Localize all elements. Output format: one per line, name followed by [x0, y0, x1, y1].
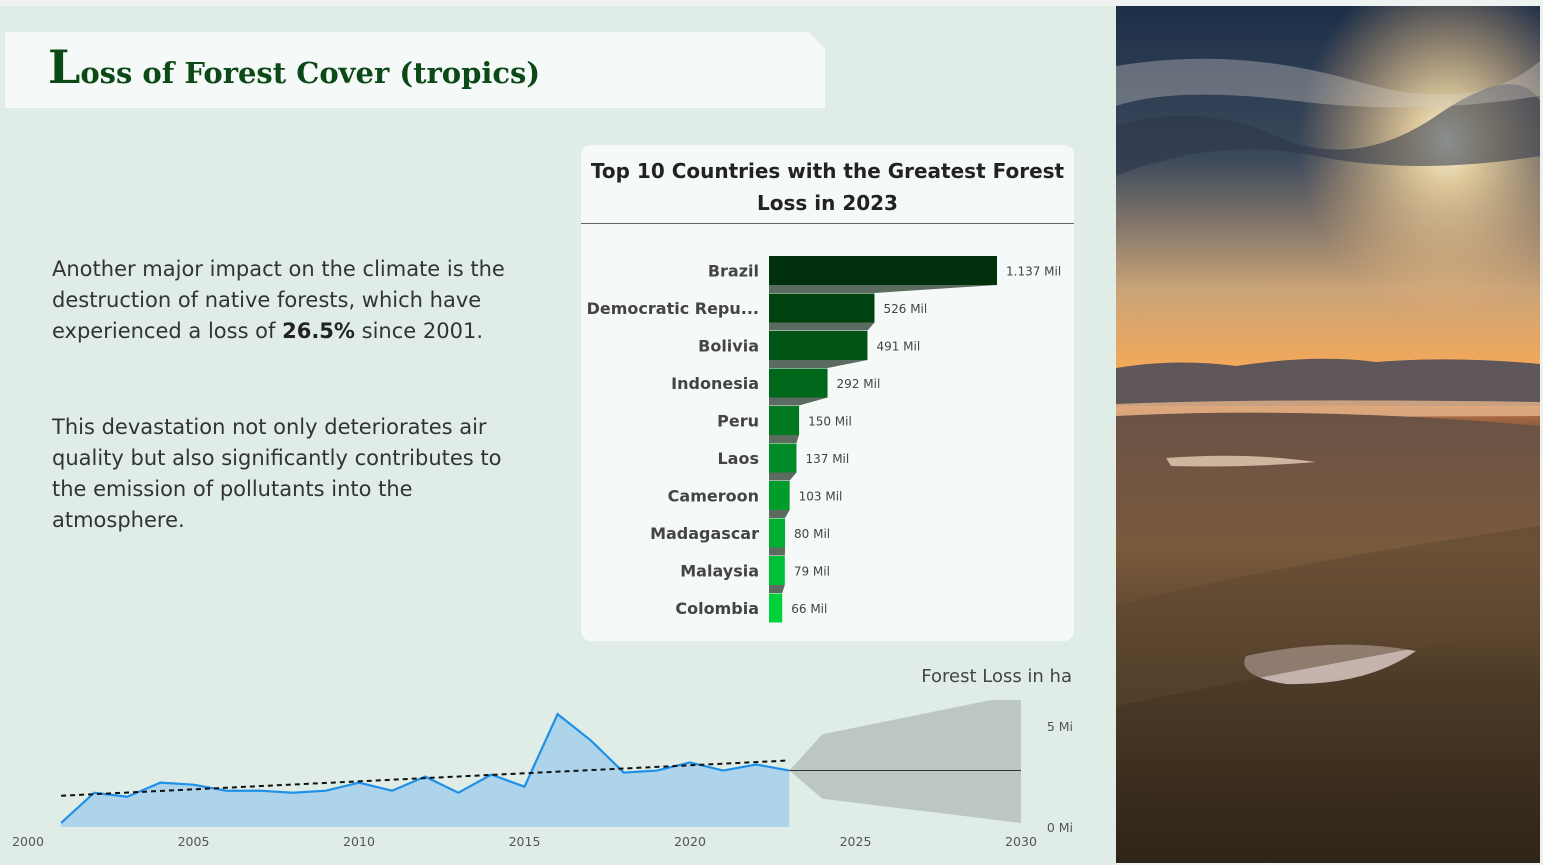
x-tick-label: 2010 [343, 834, 375, 849]
forest-loss-area-chart: 2000 2005 2010 2015 2020 2025 2030 0 Mi 5 Mi [12, 700, 1073, 849]
bar-6 [769, 481, 790, 510]
bar-chart-divider [581, 223, 1074, 224]
bar-chart-title: Top 10 Countries with the Greatest Fores… [590, 159, 1065, 215]
bar-category-label: Bolivia [698, 337, 759, 356]
bar-value-label: 491 Mil [876, 340, 920, 354]
x-tick-label: 2020 [674, 834, 706, 849]
landscape-photo [1116, 6, 1540, 863]
bar-category-label: Cameroon [668, 487, 759, 506]
bar-7 [769, 518, 786, 548]
page-title: Loss of Forest Cover (tropics) [48, 40, 540, 94]
bar-category-label: Malaysia [680, 562, 759, 581]
bar-category-label: Democratic Repu... [587, 299, 759, 318]
bar-0 [769, 256, 997, 285]
bar-2 [769, 331, 868, 360]
bar-category-label: Brazil [708, 262, 759, 281]
bar-5 [769, 443, 797, 473]
x-tick-label: 2025 [840, 834, 872, 849]
title-banner [5, 32, 825, 108]
bar-category-label: Madagascar [650, 524, 759, 543]
line-chart-title: Forest Loss in ha [921, 666, 1072, 687]
forecast-band [789, 700, 1021, 823]
y-tick-label: 0 Mi [1047, 820, 1073, 835]
bar-category-label: Peru [717, 412, 759, 431]
loss-percentage: 26.5% [282, 319, 355, 343]
bar-value-label: 103 Mil [799, 490, 843, 504]
bar-connector [769, 472, 797, 481]
bar-connector [769, 435, 800, 443]
forest-loss-area [61, 714, 790, 827]
bar-category-label: Colombia [675, 599, 759, 618]
intro-text-b: since 2001. [354, 319, 483, 343]
bar-1 [769, 293, 875, 323]
bar-value-label: 79 Mil [794, 565, 830, 579]
bar-category-label: Laos [717, 449, 759, 468]
bar-9 [769, 593, 783, 623]
bar-connector [769, 285, 997, 293]
bar-connector [769, 322, 875, 331]
bar-connector [769, 397, 828, 406]
bar-connector [769, 360, 868, 368]
bar-connector [769, 510, 790, 518]
bar-category-label: Indonesia [671, 374, 759, 393]
x-tick-label: 2030 [1005, 834, 1037, 849]
bar-value-label: 1.137 Mil [1006, 265, 1061, 279]
bar-value-label: 292 Mil [837, 377, 881, 391]
bar-value-label: 137 Mil [805, 452, 849, 466]
bar-chart-card: Top 10 Countries with the Greatest Fores… [581, 145, 1074, 641]
bar-8 [769, 556, 785, 585]
intro-text-a: Another major impact on the climate is t… [52, 257, 505, 343]
bar-connector [769, 585, 785, 593]
title-initial: L [48, 40, 81, 94]
bar-connector [769, 547, 786, 556]
y-tick-label: 5 Mi [1047, 719, 1073, 734]
bar-value-label: 526 Mil [883, 302, 927, 316]
forest-loss-line [60, 712, 790, 824]
x-tick-label: 2005 [178, 834, 210, 849]
trend-line [61, 759, 790, 797]
x-tick-label: 2015 [509, 834, 541, 849]
title-rest: oss of Forest Cover (tropics) [80, 56, 541, 90]
bar-4 [769, 406, 800, 435]
bar-chart: Brazil 1.137 Mil Democratic Repu... 526 Mil… [587, 256, 1061, 623]
x-tick-label: 2000 [12, 834, 44, 849]
impact-paragraph: This devastation not only deteriorates a… [52, 415, 502, 532]
bar-value-label: 66 Mil [791, 602, 827, 616]
intro-paragraph: Another major impact on the climate is t… [52, 254, 522, 347]
bar-value-label: 150 Mil [808, 415, 852, 429]
bar-3 [769, 368, 828, 398]
bar-value-label: 80 Mil [794, 527, 830, 541]
